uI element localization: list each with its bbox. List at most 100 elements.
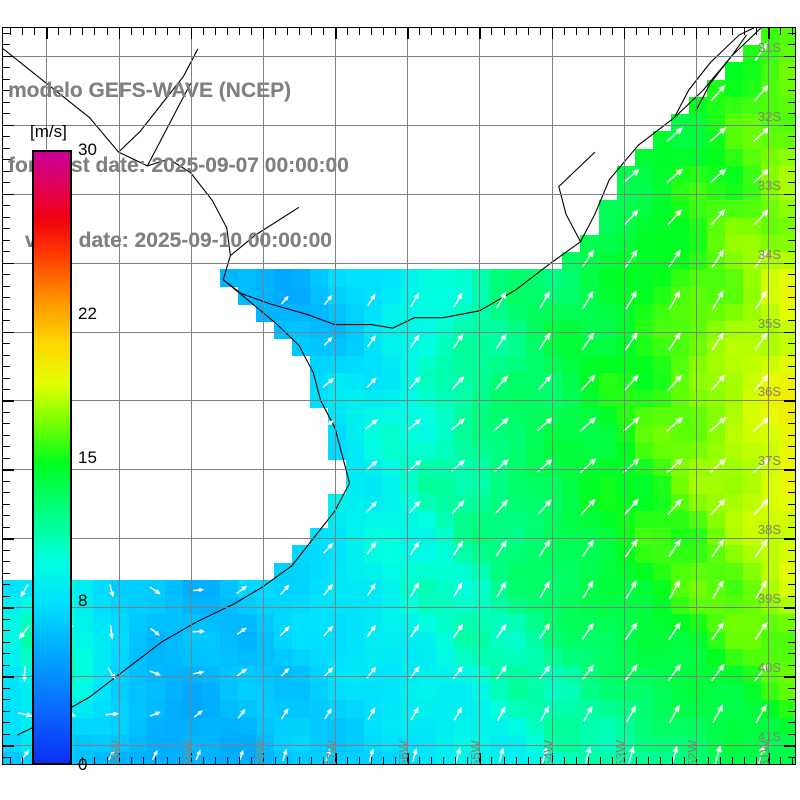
grid-cell (291, 579, 311, 598)
grid-cell (327, 338, 347, 357)
grid-cell (526, 355, 546, 374)
grid-cell (201, 579, 221, 598)
grid-cell (778, 286, 795, 305)
wind-arrow (151, 749, 158, 761)
tick-minor (788, 641, 795, 643)
grid-cell (363, 752, 383, 764)
longitude-label: 58W (251, 740, 267, 765)
grid-cell (472, 441, 491, 460)
grid-cell (490, 321, 509, 340)
grid-cell (345, 269, 365, 288)
tick-minor (359, 757, 361, 764)
grid-cell (183, 683, 203, 702)
tick-minor (695, 757, 697, 764)
grid-cell (490, 510, 509, 529)
grid-cell (742, 183, 762, 202)
grid-cell (688, 372, 708, 391)
wind-arrow (757, 744, 766, 764)
grid-cell (580, 717, 600, 736)
grid-cell (598, 545, 618, 564)
grid-cell (598, 510, 618, 529)
grid-cell (742, 372, 762, 391)
tick-minor (788, 699, 795, 701)
grid-cell (454, 424, 473, 443)
grid-cell (526, 338, 546, 357)
grid-cell (778, 28, 795, 46)
wind-arrow (667, 208, 683, 226)
grid-cell (634, 165, 654, 184)
grid-cell (201, 665, 221, 684)
title-model: modelo GEFS-WAVE (NCEP) (8, 79, 292, 102)
grid-cell (454, 734, 473, 753)
grid-cell (526, 717, 546, 736)
grid-cell (291, 597, 311, 615)
grid-cell (436, 579, 455, 598)
grid-cell (400, 579, 419, 598)
tick-minor (238, 757, 240, 764)
wind-arrow (453, 706, 463, 721)
grid-cell (472, 579, 491, 598)
tick-minor (744, 757, 746, 764)
wind-arrow (753, 84, 769, 102)
grid-cell (345, 665, 365, 684)
grid-cell (634, 200, 654, 219)
grid-cell (598, 321, 618, 340)
tick-minor (788, 44, 795, 46)
tick-minor (788, 457, 795, 459)
grid-cell (724, 372, 744, 391)
wind-arrow (495, 665, 508, 680)
wind-arrow (149, 670, 162, 676)
grid-cell (201, 614, 221, 633)
latitude-label: 31S (757, 39, 781, 55)
grid-cell (742, 459, 762, 477)
grid-cell (688, 631, 708, 650)
grid-cell (508, 717, 528, 736)
grid-cell (760, 338, 780, 357)
grid-cell (147, 734, 167, 753)
grid-cell (400, 734, 419, 753)
tick-minor (788, 147, 795, 149)
coastline (17, 279, 351, 736)
grid-cell (634, 734, 654, 753)
grid-cell (688, 234, 708, 253)
tick-minor (788, 584, 795, 586)
grid-cell (760, 28, 780, 46)
wind-arrow (366, 335, 377, 348)
grid-cell (3, 700, 22, 719)
grid-cell (616, 579, 636, 598)
grid-cell (309, 390, 329, 409)
grid-cell (381, 476, 401, 495)
grid-cell (616, 303, 636, 322)
grid-cell (327, 269, 347, 288)
tick-minor (3, 228, 10, 229)
grid-cell (219, 269, 239, 288)
tick-minor (788, 377, 795, 379)
grid-cell (724, 407, 744, 426)
tick-minor (788, 434, 795, 436)
grid-cell (652, 614, 672, 633)
grid-cell (706, 338, 726, 357)
grid-cell (508, 734, 528, 753)
grid-cell (760, 79, 780, 98)
tick-minor (515, 757, 517, 764)
latitude-label: 34S (757, 246, 781, 262)
grid-cell (219, 734, 239, 753)
grid-cell (508, 545, 528, 564)
tick-minor (599, 757, 601, 764)
grid-cell (3, 614, 22, 633)
grid-cell (3, 579, 22, 598)
tick-minor (788, 343, 795, 344)
grid-cell (526, 424, 546, 443)
tick-minor (768, 757, 770, 764)
gridline-longitude (623, 28, 625, 764)
grid-cell (652, 717, 672, 736)
grid-cell (634, 234, 654, 253)
grid-cell (760, 717, 780, 736)
longitude-label: 53W (612, 740, 628, 765)
tick-minor (3, 216, 10, 218)
tick-minor (226, 757, 228, 764)
tick-minor (3, 699, 10, 701)
tick-minor (3, 78, 10, 80)
wind-arrow (711, 290, 724, 310)
